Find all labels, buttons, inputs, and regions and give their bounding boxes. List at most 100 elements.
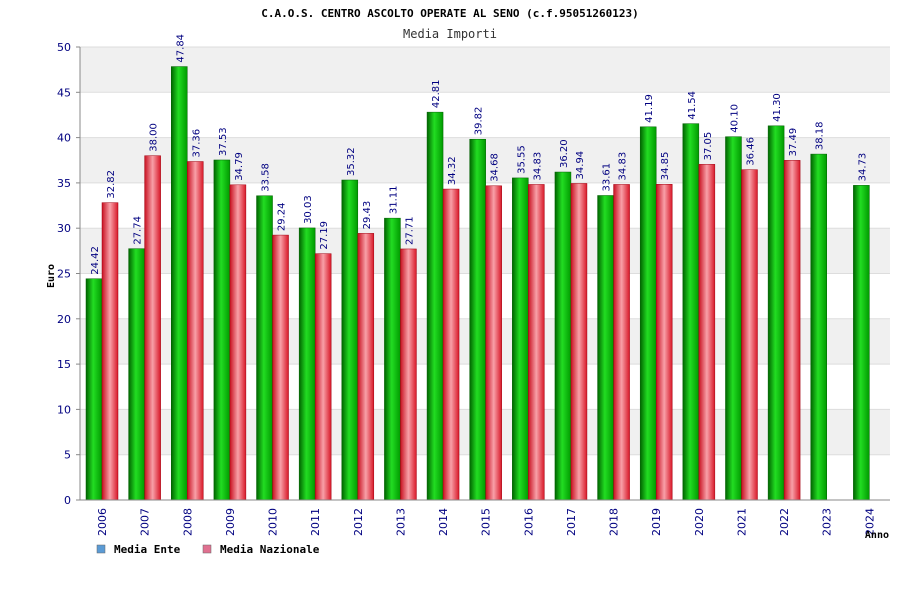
bar-media-ente xyxy=(853,185,870,501)
x-tick-label: 2013 xyxy=(394,508,407,536)
x-tick-label: 2010 xyxy=(267,508,280,536)
legend-swatch-media-ente xyxy=(96,544,106,554)
y-tick-label: 45 xyxy=(57,86,71,99)
data-label: 41.30 xyxy=(772,93,783,122)
grid-band xyxy=(80,92,890,138)
bar-media-ente xyxy=(554,171,572,501)
y-tick-label: 40 xyxy=(57,132,71,145)
data-label: 29.43 xyxy=(362,201,373,230)
bar-media-nazionale xyxy=(400,248,417,501)
bar-media-ente xyxy=(725,136,742,501)
legend-item-media-ente: Media Ente xyxy=(96,543,181,556)
data-label: 34.68 xyxy=(490,153,501,182)
data-label: 38.18 xyxy=(815,121,826,150)
bar-media-nazionale xyxy=(144,155,161,501)
x-tick-label: 2014 xyxy=(437,508,450,536)
data-label: 41.54 xyxy=(687,91,698,120)
y-tick-label: 35 xyxy=(57,177,71,190)
data-label: 34.83 xyxy=(618,152,629,181)
bar-media-ente xyxy=(426,111,444,501)
data-label: 37.53 xyxy=(218,127,229,156)
data-label: 47.84 xyxy=(175,34,186,63)
bar-media-nazionale xyxy=(272,234,289,501)
x-tick-label: 2009 xyxy=(224,508,237,536)
data-label: 35.32 xyxy=(346,147,357,176)
data-label: 34.73 xyxy=(857,153,868,182)
x-tick-label: 2015 xyxy=(480,508,493,536)
data-label: 27.71 xyxy=(404,216,415,245)
bar-media-nazionale xyxy=(613,184,630,501)
bar-media-ente xyxy=(682,123,700,501)
y-tick-label: 25 xyxy=(57,268,71,281)
bar-media-nazionale xyxy=(783,160,801,501)
bar-media-ente xyxy=(469,138,486,501)
x-tick-label: 2008 xyxy=(181,508,194,536)
data-label: 37.49 xyxy=(788,128,799,157)
data-label: 24.42 xyxy=(90,246,101,275)
data-label: 34.85 xyxy=(660,152,671,181)
x-tick-label: 2016 xyxy=(522,508,535,536)
bar-media-ente xyxy=(213,159,231,501)
legend-swatch-media-nazionale xyxy=(202,544,212,554)
y-tick-label: 20 xyxy=(57,313,71,326)
x-tick-label: 2019 xyxy=(650,508,663,536)
data-label: 33.58 xyxy=(261,163,272,192)
y-tick-label: 0 xyxy=(64,494,71,507)
x-tick-label: 2011 xyxy=(309,508,322,536)
bar-media-ente xyxy=(512,177,529,501)
legend: Media Ente Media Nazionale xyxy=(96,543,320,556)
x-tick-label: 2007 xyxy=(139,508,152,536)
bar-media-nazionale xyxy=(357,233,375,501)
x-tick-label: 2018 xyxy=(608,508,621,536)
legend-label-media-ente: Media Ente xyxy=(114,543,181,556)
bar-media-ente xyxy=(256,195,273,501)
y-tick-label: 10 xyxy=(57,403,71,416)
bar-media-nazionale xyxy=(485,185,502,501)
data-label: 36.20 xyxy=(559,139,570,168)
bar-media-ente xyxy=(128,248,145,501)
bar-media-nazionale xyxy=(528,184,545,501)
y-tick-label: 5 xyxy=(64,449,71,462)
y-tick-label: 50 xyxy=(57,41,71,54)
y-tick-label: 30 xyxy=(57,222,71,235)
bar-media-ente xyxy=(85,278,103,501)
y-axis-ticks: 0 5 10 15 20 25 30 35 40 45 50 xyxy=(57,41,80,507)
bar-media-ente xyxy=(341,179,359,501)
data-label: 27.74 xyxy=(133,216,144,245)
bar-media-ente xyxy=(171,66,188,501)
y-axis-label: Euro xyxy=(46,264,57,288)
data-label: 42.81 xyxy=(431,80,442,109)
bar-media-nazionale xyxy=(229,184,247,501)
data-label: 32.82 xyxy=(106,170,117,199)
data-label: 41.19 xyxy=(644,94,655,123)
chart-subtitle: Media Importi xyxy=(403,27,497,41)
data-labels: 24.42 32.82 27.74 38.00 47.84 37.36 37.53 34.79… xyxy=(90,34,868,275)
data-label: 30.03 xyxy=(303,195,314,224)
data-label: 37.05 xyxy=(703,132,714,161)
y-tick-label: 15 xyxy=(57,358,71,371)
bar-media-nazionale xyxy=(570,183,588,501)
x-tick-label: 2006 xyxy=(96,508,109,536)
data-label: 29.24 xyxy=(277,202,288,231)
data-label: 27.19 xyxy=(319,221,330,250)
data-label: 36.46 xyxy=(745,137,756,166)
grid-band xyxy=(80,47,890,93)
bar-media-nazionale xyxy=(101,202,119,501)
data-label: 34.94 xyxy=(575,151,586,180)
data-label: 39.82 xyxy=(474,107,485,136)
data-label: 38.00 xyxy=(149,123,160,152)
bar-media-nazionale xyxy=(741,169,758,501)
legend-label-media-nazionale: Media Nazionale xyxy=(220,543,320,556)
bar-media-ente xyxy=(298,227,316,501)
chart-title: C.A.O.S. CENTRO ASCOLTO OPERATE AL SENO … xyxy=(261,7,639,20)
bar-media-ente xyxy=(810,153,827,501)
bar-media-nazionale xyxy=(698,164,716,501)
bar-media-nazionale xyxy=(655,184,673,501)
data-label: 34.32 xyxy=(447,156,458,185)
bar-media-ente xyxy=(384,217,401,501)
data-label: 37.36 xyxy=(191,129,202,158)
bar-media-nazionale xyxy=(314,253,332,501)
x-tick-label: 2012 xyxy=(352,508,365,536)
data-label: 40.10 xyxy=(729,104,740,133)
